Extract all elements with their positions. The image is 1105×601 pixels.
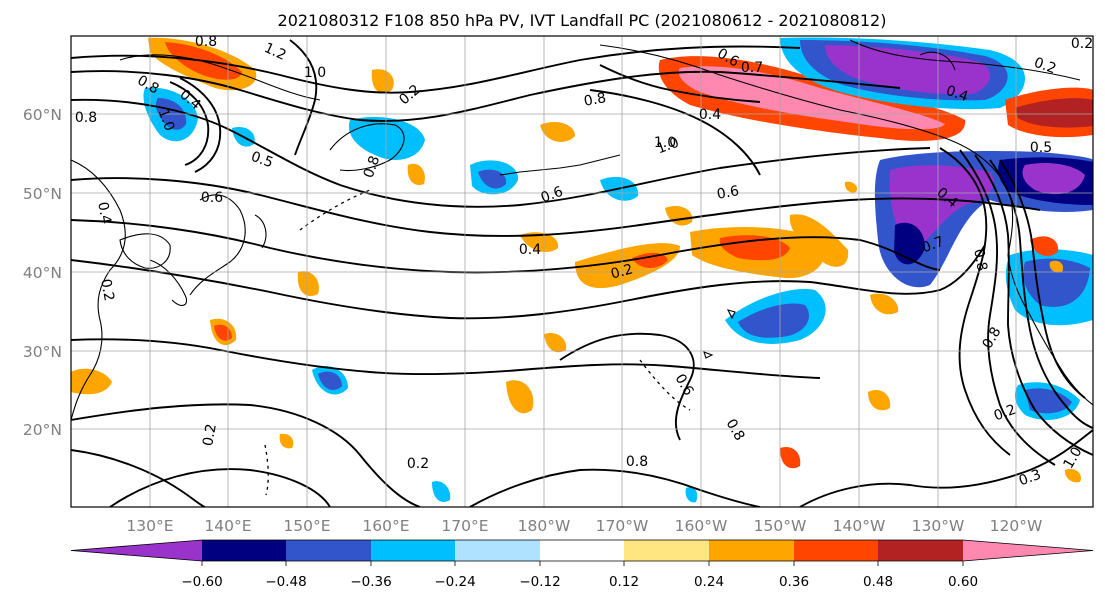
colorbar-ticks: [201, 561, 964, 566]
colorbar-tick-label: 0.60: [948, 574, 978, 590]
lon-label: 180°W: [518, 517, 571, 535]
colorbar-swatch: [202, 540, 286, 561]
lat-label: 50°N: [23, 185, 62, 203]
lon-label: 170°E: [441, 517, 488, 535]
contour-label: 0.7: [741, 60, 763, 76]
colorbar-tick-label: −0.36: [350, 574, 391, 590]
contour-label: 0.2: [1071, 36, 1093, 52]
colorbar-swatch: [624, 540, 709, 561]
colorbar-tick-label: 0.36: [779, 574, 809, 590]
lon-label: 140°E: [204, 517, 251, 535]
map-frame: [70, 35, 1094, 508]
lon-label: 160°W: [675, 517, 728, 535]
colorbar-tick-label: 0.24: [694, 574, 724, 590]
contour-label: 0.8: [970, 248, 990, 273]
contour-label: 0.3: [1017, 467, 1043, 490]
contour-label: 0.6: [201, 190, 223, 206]
lon-label: 160°E: [362, 517, 409, 535]
lon-label: 170°W: [596, 517, 649, 535]
contour-label: 0.5: [1030, 140, 1052, 156]
contour-label: 0.4: [519, 242, 541, 258]
contour-label: 0.2: [407, 456, 429, 472]
lat-label: 60°N: [23, 106, 62, 124]
lat-label: 30°N: [23, 343, 62, 361]
colorbar-swatch: [963, 540, 1093, 561]
colorbar-swatch: [709, 540, 794, 561]
colorbar-swatch: [455, 540, 540, 561]
colorbar-tick-label: −0.48: [265, 574, 306, 590]
lat-label: 20°N: [23, 421, 62, 439]
contour-label: 1.0: [655, 135, 681, 158]
colorbar-swatch: [71, 540, 202, 561]
lon-label: 150°E: [283, 517, 330, 535]
contour-label: 0.8: [583, 90, 608, 110]
contour-label: 0.4: [699, 107, 721, 123]
contour-label: 0.2: [200, 423, 220, 448]
lon-label: 130°E: [126, 517, 173, 535]
contour-label: 1.0: [654, 135, 676, 151]
contour-label: 0.4: [944, 83, 970, 106]
contour-label: 0.2: [609, 261, 635, 282]
colorbar-tick-label: −0.12: [519, 574, 560, 590]
colorbar-tick-label: −0.24: [434, 574, 475, 590]
colorbar-swatch: [286, 540, 371, 561]
contour-label-group: 0.8 1.21.00.80.4 0.20.80.51.00.60.40.81.00…: [75, 34, 1093, 490]
contour-label: 1.0: [304, 65, 326, 81]
contour-label: 0.8: [361, 154, 384, 180]
contour-label: 0.8: [195, 34, 217, 50]
contour-label: 1.0: [155, 107, 178, 133]
contour-label: 0.2: [1032, 55, 1058, 78]
colorbar-tick-labels: −0.60 −0.48 −0.36 −0.24 −0.12 0.12 0.24 …: [181, 574, 978, 590]
colorbar-swatch: [878, 540, 963, 561]
colorbar-swatch: [371, 540, 455, 561]
lon-label: 150°W: [754, 517, 807, 535]
lon-label: 140°W: [833, 517, 886, 535]
colorbar-swatch: [540, 540, 624, 561]
contour-lines: [71, 39, 1093, 507]
colorbar-tick-label: −0.60: [181, 574, 222, 590]
map-panel: 0.8 1.21.00.80.4 0.20.80.51.00.60.40.81.00…: [70, 34, 1094, 508]
lon-label: 130°W: [912, 517, 965, 535]
lon-label: 120°W: [990, 517, 1043, 535]
longitude-labels: 130°E 140°E 150°E 160°E 170°E 180°W 170°…: [126, 517, 1042, 535]
contour-label: 0.2: [97, 278, 117, 303]
figure-title: 2021080312 F108 850 hPa PV, IVT Landfall…: [278, 11, 887, 30]
colorbar: −0.60 −0.48 −0.36 −0.24 −0.12 0.12 0.24 …: [70, 539, 1094, 590]
contour-label: 0.5: [249, 149, 275, 172]
colorbar-tick-label: 0.48: [863, 574, 893, 590]
contour-label: 0.8: [626, 454, 648, 470]
contour-label: 0.7: [920, 234, 946, 257]
contour-label: 0.2: [992, 402, 1018, 425]
contour-label: 0.8: [75, 110, 97, 126]
colorbar-swatch: [794, 540, 878, 561]
lat-label: 40°N: [23, 264, 62, 282]
shaded-field: [71, 37, 1093, 503]
latitude-labels: 60°N 50°N 40°N 30°N 20°N: [23, 106, 62, 439]
colorbar-swatches: [70, 539, 1094, 562]
colorbar-tick-label: 0.12: [609, 574, 639, 590]
contour-label: 0.6: [539, 184, 565, 207]
gridlines: [71, 36, 1093, 507]
contour-label: 0.4: [94, 201, 114, 226]
contour-label: 0.6: [716, 183, 741, 203]
